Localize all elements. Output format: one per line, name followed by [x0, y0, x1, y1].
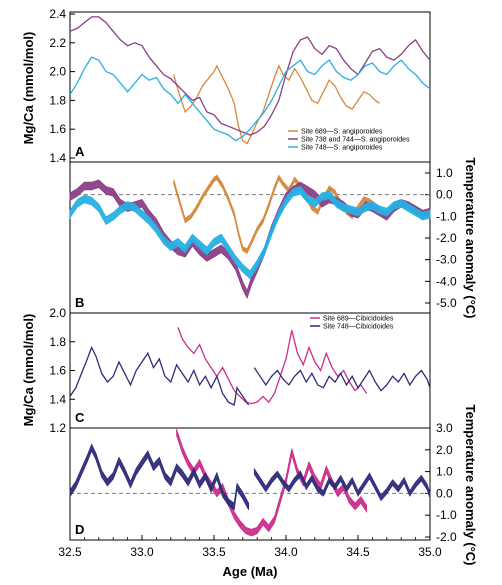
- series-band-site689_cibicidoides: [176, 428, 367, 537]
- plot-frame: [69, 11, 431, 541]
- y-tick-label: 1.0: [436, 465, 453, 479]
- x-tick-label: 34.0: [274, 545, 298, 559]
- legend-label: Site 748—Cibicidoides: [323, 324, 394, 331]
- x-tick-label: 33.0: [130, 545, 154, 559]
- y-tick-label: 1.2: [49, 421, 66, 435]
- y-tick-label: 2.0: [49, 65, 66, 79]
- y-tick-label: -2.0: [436, 530, 457, 544]
- series-band-site748_cibicidoides: [253, 467, 431, 502]
- y-tick-label: -2.0: [436, 231, 457, 245]
- x-axis-label: Age (Ma): [223, 564, 278, 579]
- panel-letter: C: [75, 410, 85, 425]
- y-tick-label: 1.0: [436, 166, 453, 180]
- series-band-site738_744_angiporoides: [69, 179, 431, 300]
- series-band-site689_angiporoides: [173, 174, 376, 254]
- x-tick-label: 32.5: [58, 545, 82, 559]
- y-tick-label: -1.0: [436, 508, 457, 522]
- legend-label: Site 738 and 744—S. angiporoides: [301, 137, 410, 144]
- series-band-site748_cibicidoides: [69, 443, 249, 511]
- y-tick-label: 1.8: [49, 335, 66, 349]
- shared-right-axis-label-lower: Temperature anomaly (°C): [463, 405, 478, 566]
- y-tick-label: 2.2: [49, 36, 66, 50]
- y-tick-label: 1.4: [49, 151, 66, 165]
- y-tick-label: 2.0: [49, 306, 66, 320]
- y-tick-label: -1.0: [436, 209, 457, 223]
- legend-label: Site 689—S. angiporoides: [301, 129, 383, 136]
- series-line-site689_angiporoides: [173, 64, 380, 145]
- y-tick-label: -5.0: [436, 296, 457, 310]
- x-tick-label: 33.5: [202, 545, 226, 559]
- panel-b: B 1.0 0.0 -1.0 -2.0 -3.0 -4.0 -5.0 2.0: [49, 166, 457, 320]
- y-tick-label: 2.0: [436, 443, 453, 457]
- series-line-site738_744_angiporoides: [69, 16, 431, 136]
- panel-letter: A: [75, 144, 85, 159]
- y-tick-label: 1.4: [49, 392, 66, 406]
- y-tick-label: 0.0: [436, 188, 453, 202]
- legend-label: Site 748—S. angiporoides: [301, 145, 383, 152]
- x-tick-label: 34.5: [346, 545, 370, 559]
- y-tick-label: -3.0: [436, 253, 457, 267]
- shared-left-axis-label-lower: Mg/Ca (mmol/mol): [21, 314, 36, 427]
- shared-left-axis-label: Mg/Ca (mmol/mol): [21, 32, 36, 145]
- panel-letter: B: [75, 295, 84, 310]
- series-line-site689_cibicidoides: [177, 327, 368, 405]
- panel-a: A 1.4 1.6 1.8 2.0 2.2 2.4 Site 689—S. angiporoi…: [49, 7, 431, 165]
- y-tick-label: 3.0: [436, 421, 453, 435]
- y-tick-label: 1.6: [49, 122, 66, 136]
- y-tick-label: 1.8: [49, 93, 66, 107]
- series-line-site748_cibicidoides: [69, 345, 250, 406]
- shared-right-axis-label: Temperature anomaly (°C): [463, 158, 478, 319]
- y-tick-label: -4.0: [436, 274, 457, 288]
- y-tick-label: 1.6: [49, 364, 66, 378]
- series-line-site748_angiporoides: [69, 56, 431, 142]
- y-tick-label: 2.4: [49, 7, 66, 21]
- y-tick-label: 0.0: [436, 486, 453, 500]
- panel-letter: D: [75, 522, 84, 537]
- series-band-site748_angiporoides: [69, 186, 431, 280]
- x-tick-label: 35.0: [418, 545, 442, 559]
- panel-d: D 3.0 2.0 1.0 0.0 -1.0 -2.0: [69, 421, 457, 544]
- legend-label: Site 689—Cibicidoides: [323, 316, 394, 323]
- series-line-site748_cibicidoides: [253, 367, 431, 392]
